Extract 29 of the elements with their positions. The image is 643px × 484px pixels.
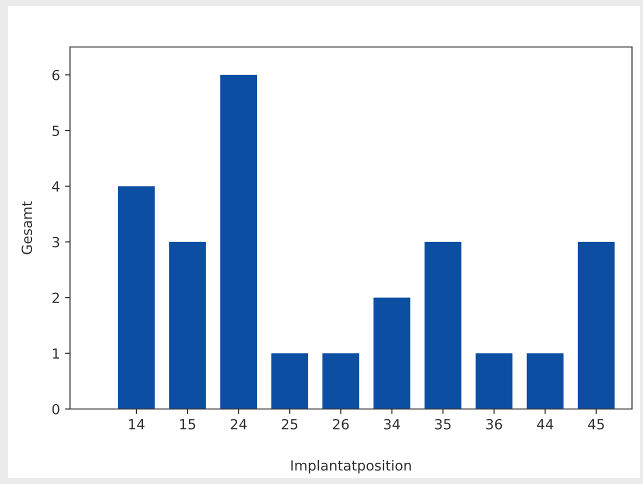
x-tick-label: 14 [129,419,144,430]
bar [220,74,257,409]
y-tick-label: 4 [52,181,60,192]
bar [526,353,564,409]
x-tick-label: 35 [435,418,451,430]
bar [271,353,308,409]
y-tick-label: 5 [52,126,60,136]
x-tick-label: 15 [180,419,196,430]
x-tick-label: 25 [282,418,298,430]
y-tick-label: 0 [52,404,60,414]
y-axis-title: Gesamt [22,201,32,254]
bar [578,242,615,409]
x-tick-label: 44 [536,419,554,430]
bar [322,353,360,409]
bar [476,353,512,409]
x-tick-label: 36 [486,418,502,430]
bar [373,298,410,409]
x-tick-label: 45 [588,419,604,430]
y-tick-label: 1 [52,348,59,359]
x-tick-label: 34 [384,418,400,430]
y-tick-label: 3 [52,236,60,248]
bar [169,242,206,409]
x-tick-label: 24 [230,418,247,430]
y-tick-label: 2 [52,292,59,303]
bar [118,186,155,409]
x-axis-title: Implantatposition [291,460,411,474]
bar [424,242,462,409]
x-tick-label: 26 [332,418,349,430]
y-tick-label: 6 [52,70,60,80]
